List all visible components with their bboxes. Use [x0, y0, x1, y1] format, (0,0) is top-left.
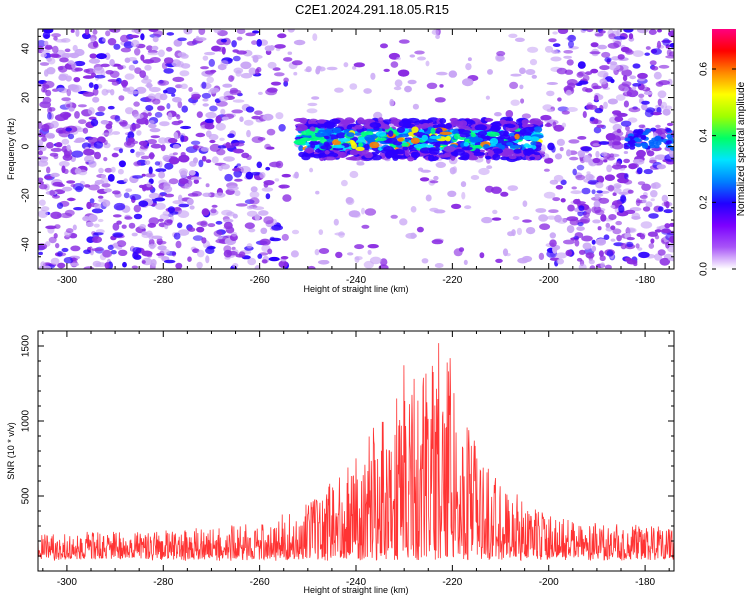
heatmap-y-axis-label: Frequency (Hz) — [6, 118, 16, 180]
heatmap-cells — [38, 29, 674, 269]
heatmap-x-tick-label: -200 — [539, 275, 559, 286]
colorbar-tick-label: 0.4 — [699, 128, 710, 142]
snr-x-tick-label: -280 — [153, 577, 173, 588]
colorbar-tick-label: 0.6 — [699, 62, 710, 76]
snr-x-tick-label: -200 — [539, 577, 559, 588]
colorbar-tick-label: 0.0 — [699, 262, 710, 276]
heatmap-x-tick-label: -280 — [153, 275, 173, 286]
snr-x-tick-label: -260 — [250, 577, 270, 588]
heatmap-x-tick-label: -220 — [442, 275, 462, 286]
colorbar-scale — [712, 29, 736, 269]
heatmap-panel: -300 -280 -260 -240 -220 -200 -180-40-2002040 … — [6, 28, 675, 294]
snr-x-axis-label: Height of straight line (km) — [303, 585, 408, 595]
heatmap-x-tick-label: -180 — [635, 275, 655, 286]
heatmap-y-tick-label: 0 — [21, 143, 32, 149]
heatmap-y-tick-label: -20 — [21, 188, 32, 203]
heatmap-x-axis-label: Height of straight line (km) — [303, 284, 408, 294]
snr-y-tick-label: 1500 — [21, 334, 32, 357]
colorbar: 0.0 0.2 0.4 0.6 Normalized spectral amplitu… — [699, 29, 747, 276]
figure-title: C2E1.2024.291.18.05.R15 — [295, 2, 449, 17]
snr-y-axis-label: SNR (10 * v/v) — [6, 422, 16, 480]
heatmap-y-tick-label: 40 — [21, 43, 32, 55]
colorbar-tick-label: 0.2 — [699, 195, 710, 209]
snr-axes: -300 -280 -260 -240 -220 -200 -180 500 1000 1500 — [21, 330, 674, 588]
snr-x-tick-label: -300 — [57, 577, 77, 588]
snr-y-tick-label: 500 — [21, 487, 32, 504]
snr-x-tick-label: -220 — [442, 577, 462, 588]
snr-series-line — [38, 343, 674, 562]
snr-panel: -300 -280 -260 -240 -220 -200 -18050010001500 … — [6, 330, 675, 595]
snr-y-tick-label: 1000 — [21, 409, 32, 432]
heatmap-x-tick-label: -300 — [57, 275, 77, 286]
heatmap-x-tick-label: -260 — [250, 275, 270, 286]
heatmap-y-tick-label: 20 — [21, 92, 32, 104]
colorbar-ticks: 0.0 0.2 0.4 0.6 — [699, 62, 736, 276]
snr-x-tick-label: -180 — [635, 577, 655, 588]
colorbar-label: Normalized spectral amplitude — [736, 81, 747, 216]
heatmap-x-tick-label: -240 — [346, 275, 366, 286]
heatmap-y-tick-label: -40 — [21, 237, 32, 252]
snr-x-tick-label: -240 — [346, 577, 366, 588]
